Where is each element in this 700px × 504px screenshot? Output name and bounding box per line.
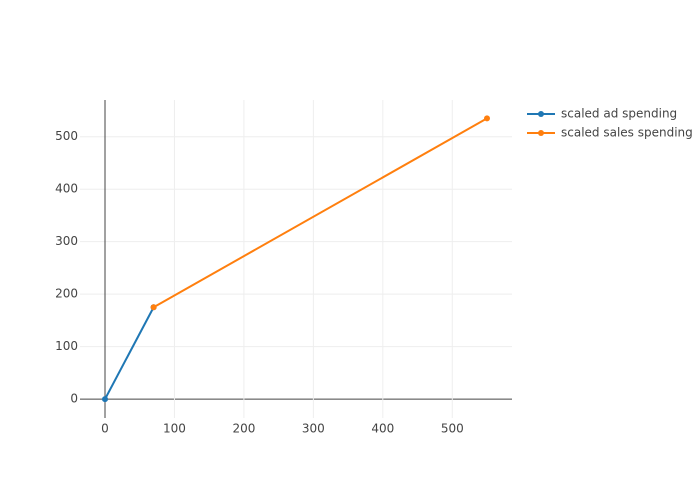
x-tick-label: 500 [441, 422, 464, 436]
legend-marker [538, 111, 544, 117]
y-tick-label: 300 [55, 234, 78, 248]
y-tick-label: 100 [55, 339, 78, 353]
x-tick-label: 400 [371, 422, 394, 436]
marker [150, 304, 157, 311]
marker [102, 396, 109, 403]
x-tick-label: 300 [302, 422, 325, 436]
line [104, 306, 155, 400]
y-tick-label: 500 [55, 129, 78, 143]
x-tick-label: 0 [101, 422, 109, 436]
y-tick-label: 200 [55, 287, 78, 301]
legend-label: scaled ad spending [561, 107, 677, 121]
y-tick-label: 400 [55, 182, 78, 196]
marker [483, 115, 490, 122]
x-tick-label: 200 [232, 422, 255, 436]
y-tick-label: 0 [70, 392, 78, 406]
legend-marker [538, 130, 544, 136]
x-tick-label: 100 [163, 422, 186, 436]
legend-label: scaled sales spending [561, 126, 693, 140]
line [153, 117, 488, 309]
